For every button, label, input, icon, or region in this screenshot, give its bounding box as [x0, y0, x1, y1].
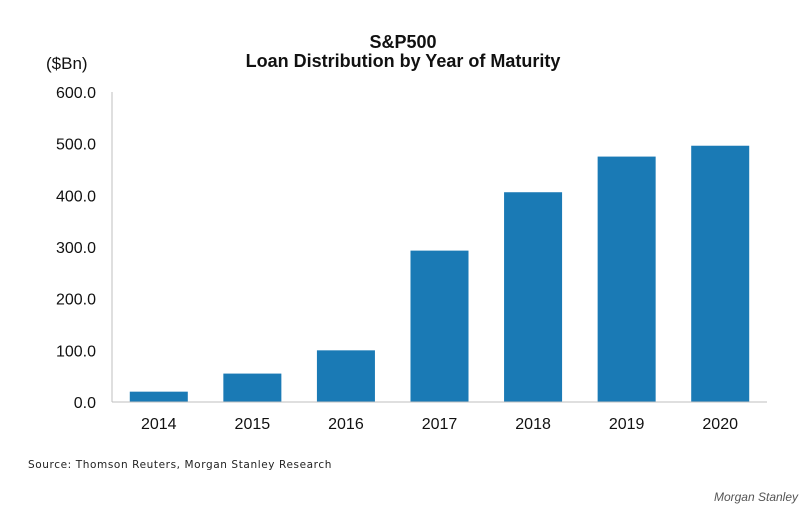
- brand-watermark: Morgan Stanley: [713, 490, 798, 504]
- y-axis-unit-label: ($Bn): [46, 54, 88, 73]
- y-tick-label: 400.0: [56, 188, 96, 205]
- bar-2016: [316, 350, 375, 402]
- bar-2018: [504, 192, 563, 402]
- source-note: Source: Thomson Reuters, Morgan Stanley …: [28, 459, 332, 471]
- bar-2015: [223, 373, 282, 402]
- x-axis-ticks: 2014 2015 2016 2017 2018 2019 2020: [141, 416, 738, 433]
- bars: [129, 145, 750, 402]
- y-tick-label: 500.0: [56, 137, 96, 154]
- x-tick-label: 2019: [609, 416, 645, 433]
- x-tick-label: 2014: [141, 416, 177, 433]
- bar-2019: [597, 156, 656, 402]
- x-tick-label: 2016: [328, 416, 364, 433]
- x-tick-label: 2020: [702, 416, 738, 433]
- y-axis-ticks: 0.0 100.0 200.0 300.0 400.0 500.0 600.0: [56, 85, 96, 412]
- bar-2014: [129, 391, 188, 402]
- bar-2020: [691, 145, 750, 402]
- x-tick-label: 2018: [515, 416, 551, 433]
- x-tick-label: 2015: [235, 416, 271, 433]
- chart-subtitle: Loan Distribution by Year of Maturity: [246, 51, 561, 71]
- y-tick-label: 200.0: [56, 292, 96, 309]
- chart-title: S&P500: [369, 32, 436, 52]
- y-tick-label: 600.0: [56, 85, 96, 102]
- y-tick-label: 0.0: [74, 395, 96, 412]
- bar-2017: [410, 250, 469, 402]
- y-tick-label: 300.0: [56, 240, 96, 257]
- x-tick-label: 2017: [422, 416, 458, 433]
- y-tick-label: 100.0: [56, 343, 96, 360]
